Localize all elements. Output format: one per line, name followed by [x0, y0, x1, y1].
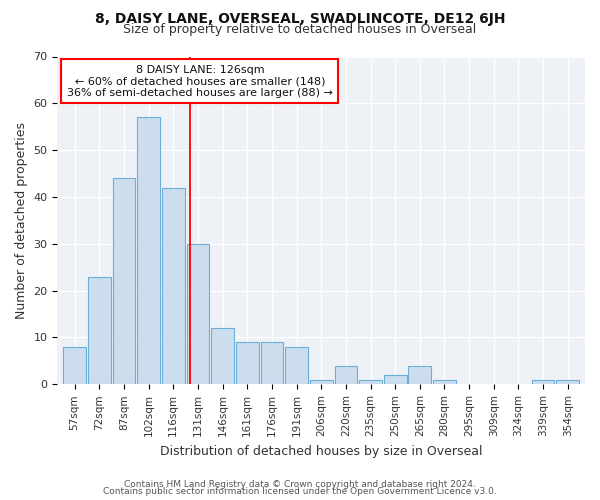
Bar	[236, 342, 259, 384]
Bar	[556, 380, 579, 384]
Bar	[88, 276, 110, 384]
Bar	[113, 178, 136, 384]
Bar	[433, 380, 456, 384]
Y-axis label: Number of detached properties: Number of detached properties	[15, 122, 28, 319]
Bar	[310, 380, 332, 384]
Bar	[532, 380, 554, 384]
Bar	[285, 347, 308, 385]
X-axis label: Distribution of detached houses by size in Overseal: Distribution of detached houses by size …	[160, 444, 482, 458]
Bar	[162, 188, 185, 384]
Text: 8 DAISY LANE: 126sqm
← 60% of detached houses are smaller (148)
36% of semi-deta: 8 DAISY LANE: 126sqm ← 60% of detached h…	[67, 64, 333, 98]
Text: 8, DAISY LANE, OVERSEAL, SWADLINCOTE, DE12 6JH: 8, DAISY LANE, OVERSEAL, SWADLINCOTE, DE…	[95, 12, 505, 26]
Bar	[409, 366, 431, 384]
Bar	[335, 366, 357, 384]
Bar	[260, 342, 283, 384]
Text: Contains HM Land Registry data © Crown copyright and database right 2024.: Contains HM Land Registry data © Crown c…	[124, 480, 476, 489]
Bar	[384, 375, 407, 384]
Bar	[211, 328, 234, 384]
Bar	[64, 347, 86, 385]
Bar	[137, 118, 160, 384]
Text: Contains public sector information licensed under the Open Government Licence v3: Contains public sector information licen…	[103, 487, 497, 496]
Bar	[359, 380, 382, 384]
Text: Size of property relative to detached houses in Overseal: Size of property relative to detached ho…	[124, 22, 476, 36]
Bar	[187, 244, 209, 384]
